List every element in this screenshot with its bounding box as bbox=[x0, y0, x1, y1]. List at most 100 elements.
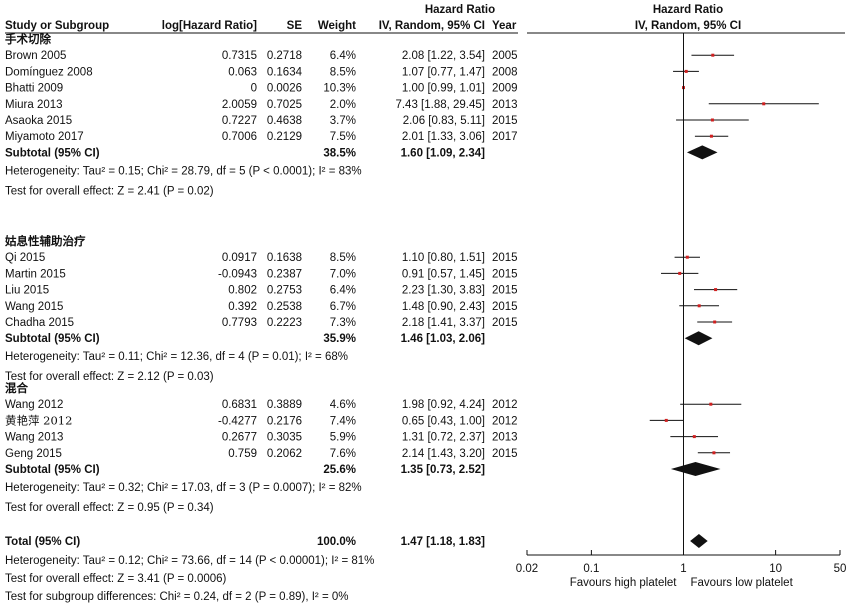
tick-label: 1 bbox=[680, 563, 686, 575]
study-name: Miyamoto 2017 bbox=[5, 131, 84, 143]
total-weight: 100.0% bbox=[317, 536, 356, 548]
se-value: 0.2129 bbox=[267, 131, 302, 143]
study-name: Brown 2005 bbox=[5, 50, 66, 62]
loghr-value: 0 bbox=[251, 83, 257, 95]
hr-column-title: Hazard Ratio bbox=[425, 4, 495, 16]
se-value: 0.1634 bbox=[267, 66, 303, 78]
weight-value: 2.0% bbox=[330, 99, 356, 111]
ci-value: 2.18 [1.41, 3.37] bbox=[402, 317, 485, 329]
overall-effect-text: Test for overall effect: Z = 2.12 (P = 0… bbox=[5, 371, 214, 383]
study-marker bbox=[692, 435, 696, 439]
study-name: Martin 2015 bbox=[5, 268, 66, 280]
plot-column-title: Hazard Ratio bbox=[653, 4, 723, 16]
ci-value: 1.48 [0.90, 2.43] bbox=[402, 301, 485, 313]
study-name: Domínguez 2008 bbox=[5, 66, 93, 78]
study-name: Miura 2013 bbox=[5, 99, 63, 111]
se-value: 0.4638 bbox=[267, 115, 302, 127]
subtotal-weight: 38.5% bbox=[323, 147, 356, 159]
subtotal-label: Subtotal (95% CI) bbox=[5, 147, 100, 159]
total-heterogeneity-text: Heterogeneity: Tau² = 0.12; Chi² = 73.66… bbox=[5, 555, 374, 567]
subtotal-weight: 35.9% bbox=[323, 333, 356, 345]
study-name: 黄艳萍 2012 bbox=[5, 413, 72, 427]
weight-value: 7.0% bbox=[330, 268, 356, 280]
study-name: Liu 2015 bbox=[5, 285, 49, 297]
study-marker bbox=[762, 102, 766, 106]
ci-value: 2.14 [1.43, 3.20] bbox=[402, 448, 485, 460]
loghr-value: 0.0917 bbox=[222, 252, 257, 264]
se-value: 0.2538 bbox=[267, 301, 302, 313]
loghr-value: 0.6831 bbox=[222, 399, 257, 411]
heterogeneity-text: Heterogeneity: Tau² = 0.32; Chi² = 17.03… bbox=[5, 482, 362, 494]
weight-value: 7.3% bbox=[330, 317, 356, 329]
study-marker bbox=[709, 134, 713, 138]
ci-value: 2.08 [1.22, 3.54] bbox=[402, 50, 485, 62]
overall-effect-text: Test for overall effect: Z = 0.95 (P = 0… bbox=[5, 502, 214, 514]
study-name: Wang 2012 bbox=[5, 399, 63, 411]
weight-header: Weight bbox=[318, 20, 356, 32]
study-name: Wang 2013 bbox=[5, 432, 63, 444]
se-value: 0.2387 bbox=[267, 268, 302, 280]
se-value: 0.2223 bbox=[267, 317, 302, 329]
plot-method-header: IV, Random, 95% CI bbox=[635, 20, 741, 32]
favours-right-label: Favours low platelet bbox=[691, 577, 794, 589]
heterogeneity-text: Heterogeneity: Tau² = 0.11; Chi² = 12.36… bbox=[5, 351, 348, 363]
weight-value: 8.5% bbox=[330, 66, 356, 78]
weight-value: 3.7% bbox=[330, 115, 356, 127]
favours-left-label: Favours high platelet bbox=[570, 577, 678, 589]
tick-label: 0.1 bbox=[583, 563, 599, 575]
total-overall-effect-text: Test for overall effect: Z = 3.41 (P = 0… bbox=[5, 573, 227, 585]
ci-value: 1.98 [0.92, 4.24] bbox=[402, 399, 485, 411]
heterogeneity-text: Heterogeneity: Tau² = 0.15; Chi² = 28.79… bbox=[5, 165, 362, 177]
loghr-value: 0.802 bbox=[228, 285, 257, 297]
study-marker bbox=[714, 288, 718, 292]
group-heading: 混合 bbox=[5, 381, 28, 395]
study-marker bbox=[697, 304, 701, 308]
ci-value: 7.43 [1.88, 29.45] bbox=[395, 99, 485, 111]
year-value: 2005 bbox=[492, 50, 518, 62]
se-value: 0.0026 bbox=[267, 83, 302, 95]
year-value: 2015 bbox=[492, 301, 518, 313]
loghr-value: 0.759 bbox=[228, 448, 257, 460]
loghr-header: log[Hazard Ratio] bbox=[162, 20, 257, 32]
year-value: 2013 bbox=[492, 432, 518, 444]
year-value: 2017 bbox=[492, 131, 518, 143]
year-value: 2015 bbox=[492, 268, 518, 280]
weight-value: 8.5% bbox=[330, 252, 356, 264]
ci-value: 1.31 [0.72, 2.37] bbox=[402, 432, 485, 444]
year-value: 2012 bbox=[492, 415, 518, 427]
weight-value: 6.4% bbox=[330, 50, 356, 62]
se-header: SE bbox=[287, 20, 303, 32]
loghr-value: -0.0943 bbox=[218, 268, 257, 280]
weight-value: 6.7% bbox=[330, 301, 356, 313]
weight-value: 7.6% bbox=[330, 448, 356, 460]
subtotal-label: Subtotal (95% CI) bbox=[5, 333, 100, 345]
weight-value: 4.6% bbox=[330, 399, 356, 411]
se-value: 0.2062 bbox=[267, 448, 302, 460]
study-marker bbox=[713, 320, 717, 324]
ci-header: IV, Random, 95% CI bbox=[379, 20, 485, 32]
se-value: 0.3889 bbox=[267, 399, 302, 411]
ci-value: 0.91 [0.57, 1.45] bbox=[402, 268, 485, 280]
year-value: 2015 bbox=[492, 317, 518, 329]
se-value: 0.2176 bbox=[267, 415, 302, 427]
x-axis: 0.02 0.1 1 10 50 Favours high platelet Favours… bbox=[516, 550, 847, 589]
year-value: 2013 bbox=[492, 99, 518, 111]
subtotal-ci: 1.60 [1.09, 2.34] bbox=[401, 147, 486, 159]
ci-value: 2.06 [0.83, 5.11] bbox=[403, 115, 485, 127]
tick-label: 0.02 bbox=[516, 563, 538, 575]
year-value: 2012 bbox=[492, 399, 518, 411]
weight-value: 6.4% bbox=[330, 285, 356, 297]
study-marker bbox=[678, 271, 682, 275]
loghr-value: 0.063 bbox=[228, 66, 257, 78]
study-name: Asaoka 2015 bbox=[5, 115, 72, 127]
tick-label: 50 bbox=[834, 563, 847, 575]
subtotal-diamond bbox=[686, 145, 718, 160]
ci-value: 1.00 [0.99, 1.01] bbox=[402, 83, 485, 95]
loghr-value: 0.2677 bbox=[222, 432, 257, 444]
total-ci: 1.47 [1.18, 1.83] bbox=[401, 536, 486, 548]
subtotal-ci: 1.46 [1.03, 2.06] bbox=[401, 333, 486, 345]
year-header: Year bbox=[492, 20, 517, 32]
ci-value: 0.65 [0.43, 1.00] bbox=[402, 415, 485, 427]
ci-value: 2.23 [1.30, 3.83] bbox=[402, 285, 485, 297]
